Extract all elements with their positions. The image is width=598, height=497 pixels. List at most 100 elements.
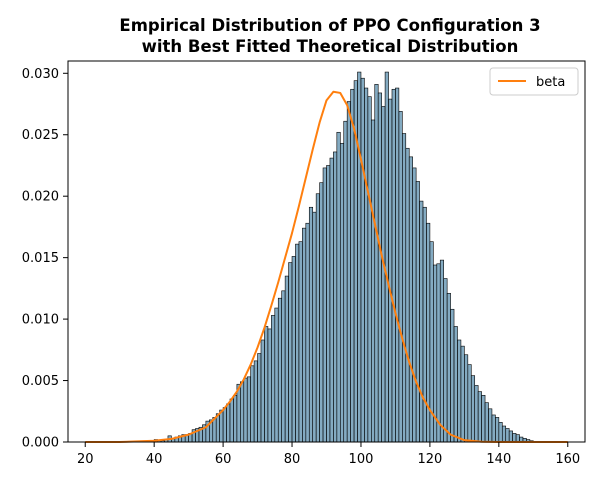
histogram-bar — [515, 434, 520, 443]
x-tick-label: 80 — [284, 452, 301, 467]
histogram-bar — [446, 292, 451, 443]
histogram-bar — [350, 88, 355, 443]
histogram-bar — [291, 256, 296, 443]
histogram-bar — [298, 241, 303, 443]
plot-frame — [67, 60, 586, 443]
histogram-bar — [315, 193, 320, 443]
y-tick-label: 0.015 — [22, 251, 59, 266]
histogram-bar — [419, 200, 424, 443]
histogram-bar — [508, 430, 513, 443]
histogram-bar — [260, 339, 265, 443]
histogram-bar — [477, 391, 482, 443]
series-line-beta — [85, 90, 568, 443]
histogram-bar — [398, 111, 403, 443]
x-tick-label: 140 — [486, 452, 511, 467]
x-tick-label: 40 — [146, 452, 163, 467]
histogram-bar — [443, 278, 448, 443]
histogram-bar — [377, 92, 382, 443]
histogram-bar — [408, 156, 413, 443]
histogram-bar — [498, 422, 503, 443]
y-tick-label: 0.000 — [22, 436, 59, 451]
histogram-bar — [422, 206, 427, 443]
histogram-bar — [281, 290, 286, 443]
histogram-bar — [474, 385, 479, 443]
histogram-bar — [367, 96, 372, 443]
fitted-curve-layer — [85, 90, 568, 443]
histogram-bar — [250, 365, 255, 443]
histogram-bar — [226, 403, 231, 443]
y-axis-ticks: 0.000 0.005 0.010 0.015 0.020 0.025 0.030 — [22, 67, 68, 451]
histogram-bar — [412, 167, 417, 443]
chart-title-line-2: with Best Fitted Theoretical Distributio… — [142, 37, 519, 56]
histogram-bar — [322, 167, 327, 443]
histogram-bar — [240, 381, 245, 443]
histogram-bar — [336, 131, 341, 443]
histogram-bar — [467, 364, 472, 443]
histogram-bar — [388, 98, 393, 443]
legend-box — [489, 67, 579, 96]
histogram-bar — [274, 307, 279, 443]
histogram-bar — [415, 181, 420, 443]
histogram-bar — [236, 383, 241, 443]
histogram-bar — [267, 328, 272, 443]
histogram-bar — [481, 394, 486, 443]
histogram-bar — [222, 407, 227, 443]
y-tick-label: 0.010 — [22, 313, 59, 328]
histogram-bar — [246, 376, 251, 443]
histogram-bar — [453, 326, 458, 443]
histogram-bar — [339, 143, 345, 443]
histogram-bar — [271, 315, 276, 443]
legend-label-beta: beta — [536, 75, 565, 90]
histogram-bar — [295, 243, 300, 443]
x-tick-label: 20 — [77, 452, 94, 467]
histogram-bar — [436, 263, 441, 443]
histogram-bar — [333, 151, 338, 443]
histogram-bar — [243, 377, 248, 443]
histogram-bar — [439, 259, 444, 443]
histogram-bar — [357, 71, 362, 443]
chart-title-line-1: Empirical Distribution of PPO Configurat… — [119, 16, 540, 35]
y-tick-label: 0.030 — [22, 67, 59, 82]
histogram-bar — [264, 326, 269, 443]
histogram-bar — [329, 157, 334, 443]
histogram-bar — [346, 101, 351, 443]
histogram-bar — [484, 402, 489, 443]
y-tick-label: 0.020 — [22, 190, 59, 205]
histogram-bar — [501, 425, 507, 443]
x-axis-ticks: 20 40 60 80 100 120 140 160 — [77, 442, 580, 467]
histogram-bar — [374, 84, 379, 443]
histogram-bar — [464, 354, 469, 443]
histogram-bar — [305, 222, 310, 443]
y-tick-label: 0.005 — [22, 374, 59, 389]
histogram-bar — [302, 227, 307, 443]
histogram-bar — [491, 414, 496, 443]
histogram-bar — [450, 308, 455, 443]
histogram-bar — [233, 394, 238, 443]
histogram-bar — [460, 345, 465, 443]
histogram-bar — [457, 339, 462, 443]
histogram-bar — [405, 147, 410, 443]
histogram-bar — [257, 353, 262, 443]
histogram-bar — [488, 408, 493, 443]
histogram-bar — [326, 165, 331, 443]
histogram-bar — [384, 71, 389, 443]
y-tick-label: 0.025 — [22, 128, 59, 143]
histogram-bar — [360, 77, 365, 443]
histogram-bar — [319, 182, 324, 443]
x-tick-label: 120 — [417, 452, 442, 467]
x-tick-label: 100 — [349, 452, 374, 467]
histogram-bar — [402, 133, 407, 443]
histogram-bar — [381, 106, 386, 443]
histogram-bar — [395, 87, 400, 443]
histogram-bar — [364, 87, 369, 443]
histogram-bar — [253, 360, 258, 443]
histogram-bar — [312, 211, 317, 443]
histogram-bar — [343, 120, 348, 443]
histogram-bar — [288, 262, 293, 443]
histogram-bar — [277, 297, 283, 443]
histogram-bar — [284, 275, 289, 443]
histogram-bar — [219, 409, 224, 443]
histogram-bar — [505, 428, 510, 443]
